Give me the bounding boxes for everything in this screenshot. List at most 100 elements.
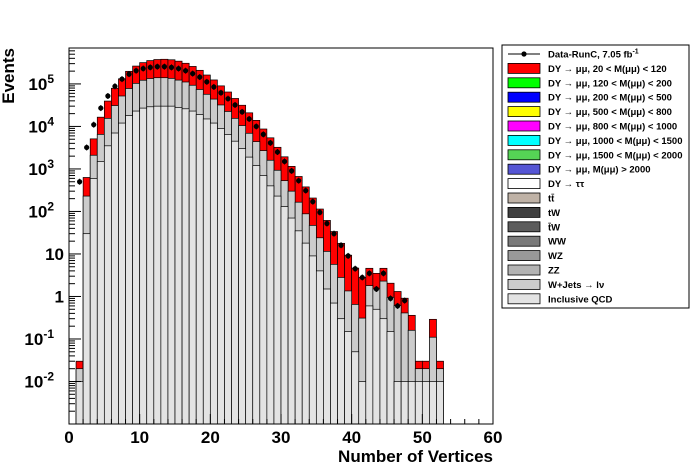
legend-label-2: DY → μμ, 120 < M(μμ) < 200 — [548, 78, 672, 89]
data-point-29 — [274, 149, 281, 155]
legend-swatch-1 — [507, 63, 541, 74]
legend-swatch-7 — [507, 149, 541, 161]
bar-inclusive-qcd-bin-24 — [238, 148, 247, 425]
bar-inclusive-qcd-bin-34 — [308, 255, 317, 425]
bar-inclusive-qcd-bin-16 — [181, 108, 190, 425]
legend-swatch-11 — [507, 206, 541, 218]
bar-inclusive-qcd-bin-4 — [96, 161, 105, 425]
bar-inclusive-qcd-bin-42 — [365, 305, 374, 425]
bar-inclusive-qcd-bin-20 — [209, 122, 218, 425]
bar-inclusive-qcd-bin-40 — [351, 351, 360, 425]
data-point-32 — [296, 178, 302, 184]
bar-inclusive-qcd-bin-32 — [294, 230, 303, 425]
legend-swatch-12 — [507, 221, 541, 233]
legend-marker-0 — [521, 51, 527, 57]
bar-inclusive-qcd-bin-28 — [266, 185, 275, 425]
data-point-23 — [232, 102, 238, 108]
data-point-1 — [77, 179, 83, 185]
data-point-13 — [161, 64, 167, 70]
bar-inclusive-qcd-bin-6 — [111, 132, 119, 425]
legend-label-17: Inclusive QCD — [548, 294, 613, 305]
data-point-15 — [175, 65, 182, 72]
legend-frame — [501, 44, 690, 309]
data-point-18 — [197, 74, 203, 80]
bar-inclusive-qcd-bin-5 — [103, 145, 112, 425]
x-tick-label-50: 50 — [413, 428, 432, 447]
bar-inclusive-qcd-bin-22 — [224, 134, 232, 425]
legend-label-0: Data-RunC, 7.05 fb-1 — [548, 49, 639, 61]
data-point-19 — [204, 79, 210, 85]
bar-inclusive-qcd-bin-41 — [358, 381, 367, 425]
legend-swatch-15 — [507, 264, 541, 276]
data-point-39 — [345, 253, 351, 259]
x-tick-label-0: 0 — [64, 428, 73, 447]
data-point-24 — [239, 109, 245, 115]
y-tick-label-5: 103 — [28, 157, 54, 179]
y-tick-label-7: 105 — [28, 72, 54, 94]
data-point-21 — [218, 90, 224, 96]
data-point-40 — [352, 266, 358, 272]
data-point-31 — [289, 168, 295, 174]
legend-label-7: DY → μμ, 1500 < M(μμ) < 2000 — [548, 150, 683, 161]
bar-inclusive-qcd-bin-25 — [245, 156, 254, 425]
data-point-41 — [359, 274, 365, 281]
bar-inclusive-qcd-bin-29 — [273, 195, 282, 425]
data-point-46 — [395, 303, 401, 309]
legend-label-13: WW — [548, 237, 566, 248]
legend-label-9: DY → ττ — [548, 179, 585, 190]
data-point-16 — [183, 68, 189, 74]
legend-label-11: tW — [548, 208, 560, 219]
bar-inclusive-qcd-bin-13 — [160, 105, 169, 425]
bar-inclusive-qcd-bin-8 — [125, 115, 133, 425]
data-point-14 — [168, 64, 175, 70]
data-point-10 — [140, 65, 146, 72]
bar-inclusive-qcd-bin-30 — [280, 206, 289, 425]
x-tick-label-10: 10 — [130, 428, 149, 447]
data-point-30 — [281, 158, 288, 165]
data-point-5 — [105, 93, 111, 99]
bar-inclusive-qcd-bin-35 — [315, 270, 324, 425]
data-point-3 — [91, 122, 97, 128]
bar-inclusive-qcd-bin-43 — [372, 308, 381, 425]
bar-inclusive-qcd-bin-15 — [174, 107, 183, 425]
bar-inclusive-qcd-bin-12 — [153, 105, 162, 425]
data-point-28 — [267, 140, 273, 146]
bar-inclusive-qcd-bin-9 — [132, 110, 141, 425]
data-point-27 — [260, 131, 266, 137]
data-point-35 — [317, 209, 323, 215]
legend: Data-RunC, 7.05 fb-1 DY → μμ, 20 < M(μμ) … — [501, 44, 690, 309]
data-point-36 — [324, 220, 330, 227]
legend-label-14: WZ — [548, 251, 563, 262]
bar-inclusive-qcd-bin-3 — [89, 178, 98, 425]
data-point-33 — [303, 187, 309, 194]
legend-label-10: tt̄ — [548, 194, 555, 205]
y-tick-label-6: 104 — [28, 114, 54, 136]
data-point-44 — [380, 270, 387, 276]
data-point-20 — [211, 84, 217, 90]
data-point-7 — [119, 76, 125, 82]
bar-inclusive-qcd-bin-1 — [75, 381, 84, 425]
legend-swatch-13 — [507, 235, 541, 247]
bar-inclusive-qcd-bin-44 — [379, 318, 388, 425]
data-point-42 — [366, 270, 372, 276]
data-point-38 — [338, 242, 344, 248]
bar-inclusive-qcd-bin-45 — [386, 331, 395, 425]
x-axis-title: Number of Vertices — [338, 447, 493, 466]
bar-inclusive-qcd-bin-18 — [195, 114, 204, 425]
bar-inclusive-qcd-bin-11 — [146, 106, 155, 425]
bar-inclusive-qcd-bin-47 — [400, 381, 409, 425]
data-point-47 — [402, 297, 408, 304]
legend-swatch-8 — [507, 163, 541, 175]
bar-inclusive-qcd-bin-10 — [139, 107, 148, 425]
y-tick-label-0: 10-2 — [24, 369, 54, 391]
bar-inclusive-qcd-bin-37 — [330, 302, 338, 425]
legend-label-15: ZZ — [548, 266, 560, 277]
bar-inclusive-qcd-bin-2 — [82, 233, 91, 425]
bar-inclusive-qcd-bin-33 — [301, 242, 310, 425]
data-point-9 — [133, 68, 139, 74]
legend-swatch-4 — [507, 106, 541, 117]
data-point-25 — [246, 116, 252, 122]
y-tick-label-4: 102 — [28, 199, 54, 221]
legend-label-4: DY → μμ, 500 < M(μμ) < 800 — [548, 107, 672, 118]
